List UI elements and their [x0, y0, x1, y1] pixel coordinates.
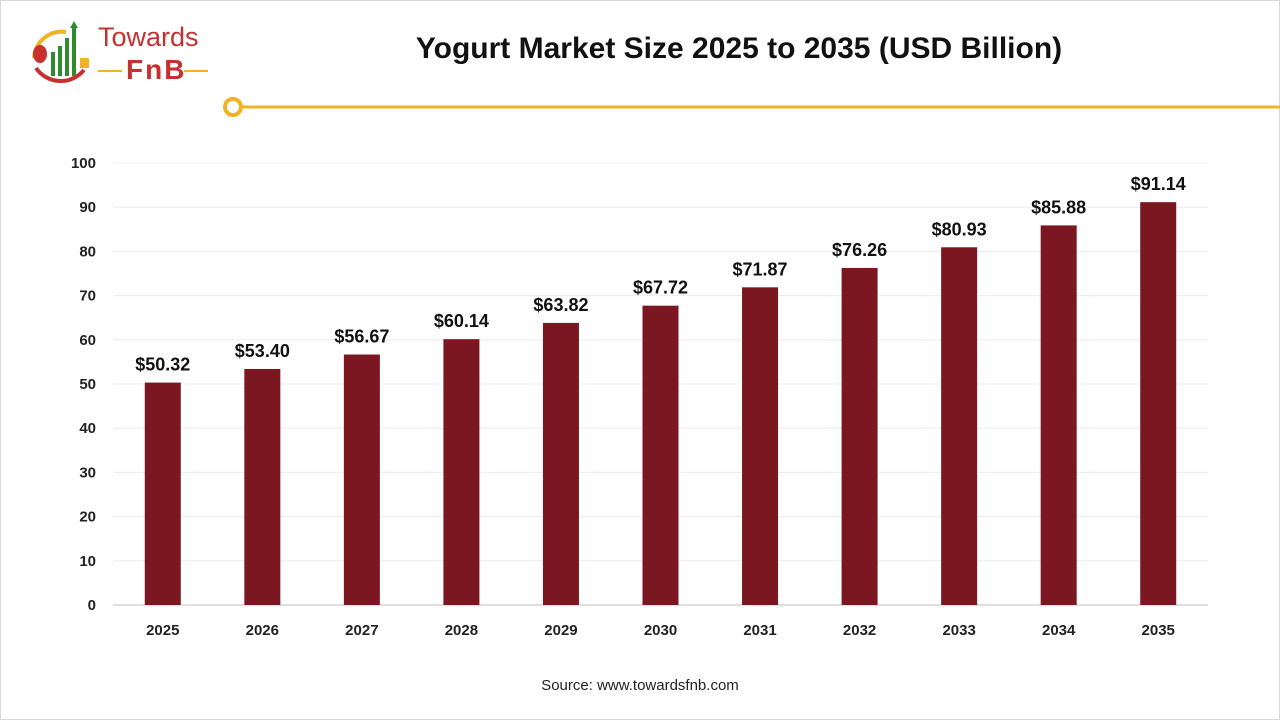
- data-label: $91.14: [1131, 174, 1186, 194]
- x-tick-label: 2025: [146, 622, 179, 639]
- x-tick-label: 2030: [644, 622, 677, 639]
- y-tick-label: 80: [79, 243, 96, 260]
- data-label: $50.32: [135, 355, 190, 375]
- accent-circle: [223, 97, 243, 117]
- data-label: $63.82: [533, 295, 588, 315]
- logo-text-fnb: FnB: [126, 54, 187, 85]
- bar-2031: [742, 287, 779, 605]
- y-tick-label: 20: [79, 509, 96, 526]
- x-tick-label: 2033: [942, 622, 975, 639]
- y-tick-label: 60: [79, 332, 96, 349]
- towards-fnb-logo: Towards FnB: [26, 18, 216, 88]
- y-tick-label: 70: [79, 288, 96, 305]
- logo-line-right: [184, 70, 208, 72]
- data-label: $76.26: [832, 240, 887, 260]
- bar-2029: [542, 322, 579, 605]
- x-tick-label: 2028: [445, 622, 478, 639]
- y-tick-label: 90: [79, 199, 96, 216]
- y-tick-label: 0: [88, 597, 96, 614]
- data-label: $67.72: [633, 278, 688, 298]
- x-tick-label: 2026: [246, 622, 279, 639]
- bar-2025: [144, 382, 181, 605]
- source-text: Source: www.towardsfnb.com: [541, 677, 739, 694]
- x-tick-label: 2035: [1142, 622, 1175, 639]
- bar-2026: [244, 368, 281, 605]
- data-label: $85.88: [1031, 197, 1086, 217]
- data-label: $71.87: [733, 259, 788, 279]
- y-tick-label: 30: [79, 464, 96, 481]
- logo-text-towards: Towards: [98, 22, 199, 52]
- data-label: $53.40: [235, 341, 290, 361]
- x-tick-label: 2034: [1042, 622, 1076, 639]
- data-label: $60.14: [434, 311, 489, 331]
- x-tick-label: 2027: [345, 622, 378, 639]
- y-tick-label: 40: [79, 420, 96, 437]
- bar-2033: [941, 247, 978, 605]
- y-tick-label: 50: [79, 376, 96, 393]
- logo-line-left: [98, 70, 122, 72]
- page-title: Yogurt Market Size 2025 to 2035 (USD Bil…: [415, 32, 1063, 65]
- x-tick-label: 2032: [843, 622, 876, 639]
- bar-2028: [443, 339, 480, 605]
- x-tick-label: 2031: [743, 622, 776, 639]
- bar-2030: [642, 305, 679, 605]
- y-tick-label: 10: [79, 553, 96, 570]
- bar-2032: [841, 267, 878, 605]
- data-label: $80.93: [932, 219, 987, 239]
- bar-2035: [1140, 202, 1177, 605]
- y-tick-label: 100: [71, 155, 96, 172]
- x-tick-label: 2029: [544, 622, 577, 639]
- bar-2034: [1040, 225, 1077, 605]
- data-label: $56.67: [334, 327, 389, 347]
- logo-icon: [32, 21, 89, 84]
- bar-2027: [343, 354, 380, 605]
